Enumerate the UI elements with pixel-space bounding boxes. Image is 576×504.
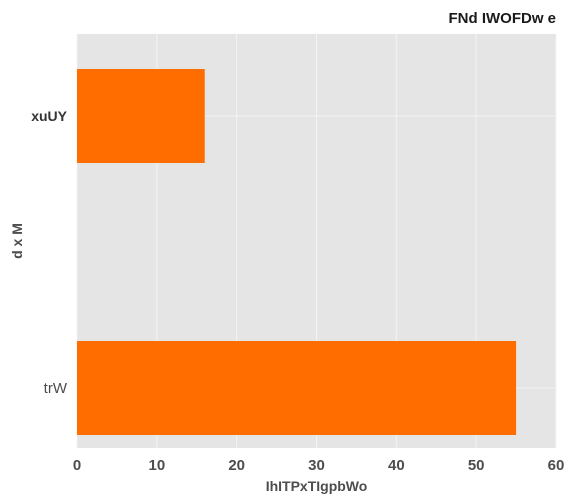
x-axis-ticks: 0 10 20 30 40 50 60 <box>73 457 565 474</box>
y-axis-label: d x M <box>9 223 25 259</box>
x-tick-label: 40 <box>388 457 405 474</box>
y-tick-label: trW <box>44 380 68 397</box>
x-tick-label: 60 <box>548 457 565 474</box>
chart-title: FNd IWOFDw e <box>449 10 557 27</box>
x-tick-label: 50 <box>468 457 485 474</box>
y-axis-ticks: xuUY trW <box>31 108 68 397</box>
bar-trW <box>77 341 517 435</box>
x-tick-label: 30 <box>308 457 325 474</box>
x-tick-label: 0 <box>73 457 81 474</box>
x-tick-label: 10 <box>148 457 165 474</box>
y-tick-label: xuUY <box>31 108 67 124</box>
bars <box>77 69 517 435</box>
bar-xuUY <box>77 69 205 163</box>
x-tick-label: 20 <box>228 457 245 474</box>
x-axis-label: IhITPxTIgpbWo <box>266 478 368 494</box>
